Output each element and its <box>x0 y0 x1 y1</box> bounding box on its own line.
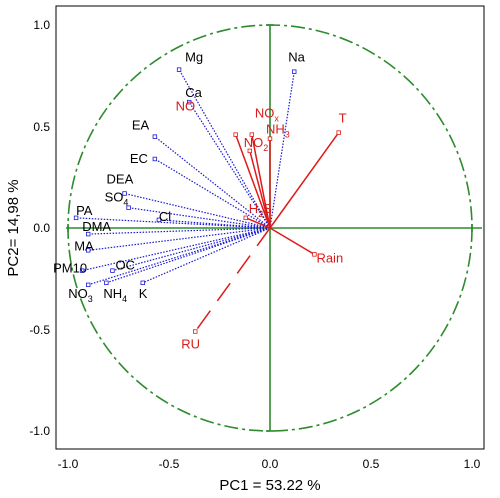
variable-label: Cl <box>159 209 171 224</box>
y-tick-label: 0.0 <box>33 221 50 235</box>
loading-point <box>140 280 145 286</box>
tick-group: -1.0 -0.5 0.0 0.5 1.0 1.0 0.5 0.0 -0.5 -… <box>29 18 480 471</box>
loading-vector <box>88 227 271 235</box>
loading-point <box>193 329 198 334</box>
loading-vector <box>188 101 271 229</box>
loading-vector <box>269 71 295 229</box>
x-tick-label: -0.5 <box>159 457 180 471</box>
variable-label: SO4 <box>105 190 129 208</box>
variable-label: RU <box>181 337 200 352</box>
loading-point <box>73 215 79 221</box>
loading-point <box>249 132 255 137</box>
loading-point <box>336 130 341 135</box>
loading-vector <box>245 217 271 229</box>
loading-vector <box>154 136 271 229</box>
y-axis-title: PC2= 14,98 % <box>5 179 22 276</box>
loading-point <box>152 156 158 162</box>
loading-point <box>79 268 85 273</box>
variable-label: NH4 <box>103 286 127 304</box>
variable-label: NO3 <box>68 286 93 304</box>
y-tick-label: 0.5 <box>33 120 50 134</box>
loading-vector <box>142 227 271 284</box>
variable-label: T <box>339 111 347 126</box>
x-tick-label: 0.0 <box>262 457 279 471</box>
loading-vector <box>251 134 271 229</box>
loading-point <box>86 282 91 288</box>
loading-point <box>292 69 297 74</box>
y-tick-label: -1.0 <box>29 424 50 438</box>
loading-point <box>267 136 273 141</box>
x-axis-title: PC1 = 53.22 % <box>219 477 320 494</box>
variable-label: NO <box>176 99 196 114</box>
loading-vector <box>194 227 271 332</box>
y-tick-label: 1.0 <box>33 18 50 32</box>
loading-vector <box>124 192 271 229</box>
loading-vector <box>88 227 271 251</box>
loading-vector <box>82 227 271 272</box>
loading-vector <box>269 132 340 229</box>
variable-label: Rain <box>316 250 343 265</box>
variable-label: Na <box>288 50 305 65</box>
variable-label: EC <box>130 151 148 166</box>
loading-vector <box>112 227 271 272</box>
variable-label: NO2 <box>244 135 269 153</box>
variable-label: PM10 <box>53 261 87 276</box>
loading-point <box>110 268 115 273</box>
loading-point <box>243 215 248 221</box>
variable-label: NH3 <box>266 122 290 140</box>
loading-point <box>247 148 252 154</box>
loading-point <box>86 248 91 253</box>
loading-point <box>152 134 158 139</box>
loading-point <box>312 252 317 257</box>
loading-vector <box>249 150 271 229</box>
variable-label: Mg <box>185 50 203 65</box>
x-tick-label: 1.0 <box>464 457 481 471</box>
loading-vector <box>88 227 271 286</box>
variable-label: Ca <box>185 85 202 100</box>
variable-label: PA <box>76 203 93 218</box>
loading-point <box>126 205 131 210</box>
x-tick-label: -1.0 <box>58 457 79 471</box>
loading-vector <box>106 227 271 284</box>
variable-label: K <box>139 286 148 301</box>
loading-vector <box>269 227 315 256</box>
loading-vector <box>76 217 271 229</box>
plot-frame <box>55 5 485 450</box>
variable-label: OC <box>115 258 135 273</box>
x-tick-label: 0.5 <box>363 457 380 471</box>
loading-point <box>104 280 109 286</box>
loading-point <box>233 132 238 137</box>
y-tick-label: -0.5 <box>29 323 50 337</box>
variable-label: EA <box>132 118 150 133</box>
loading-vector <box>234 134 271 229</box>
loading-point <box>176 67 182 72</box>
variable-label: DEA <box>107 171 134 186</box>
variable-label: MA <box>74 238 94 253</box>
variable-label: H2S <box>249 201 272 219</box>
loading-point <box>122 191 127 196</box>
loading-vector <box>154 158 271 229</box>
variable-label: DMA <box>82 219 111 234</box>
loading-vector <box>178 69 271 229</box>
variable-label: NOx <box>255 106 280 124</box>
loading-point <box>86 231 91 237</box>
loading-point <box>186 99 192 105</box>
